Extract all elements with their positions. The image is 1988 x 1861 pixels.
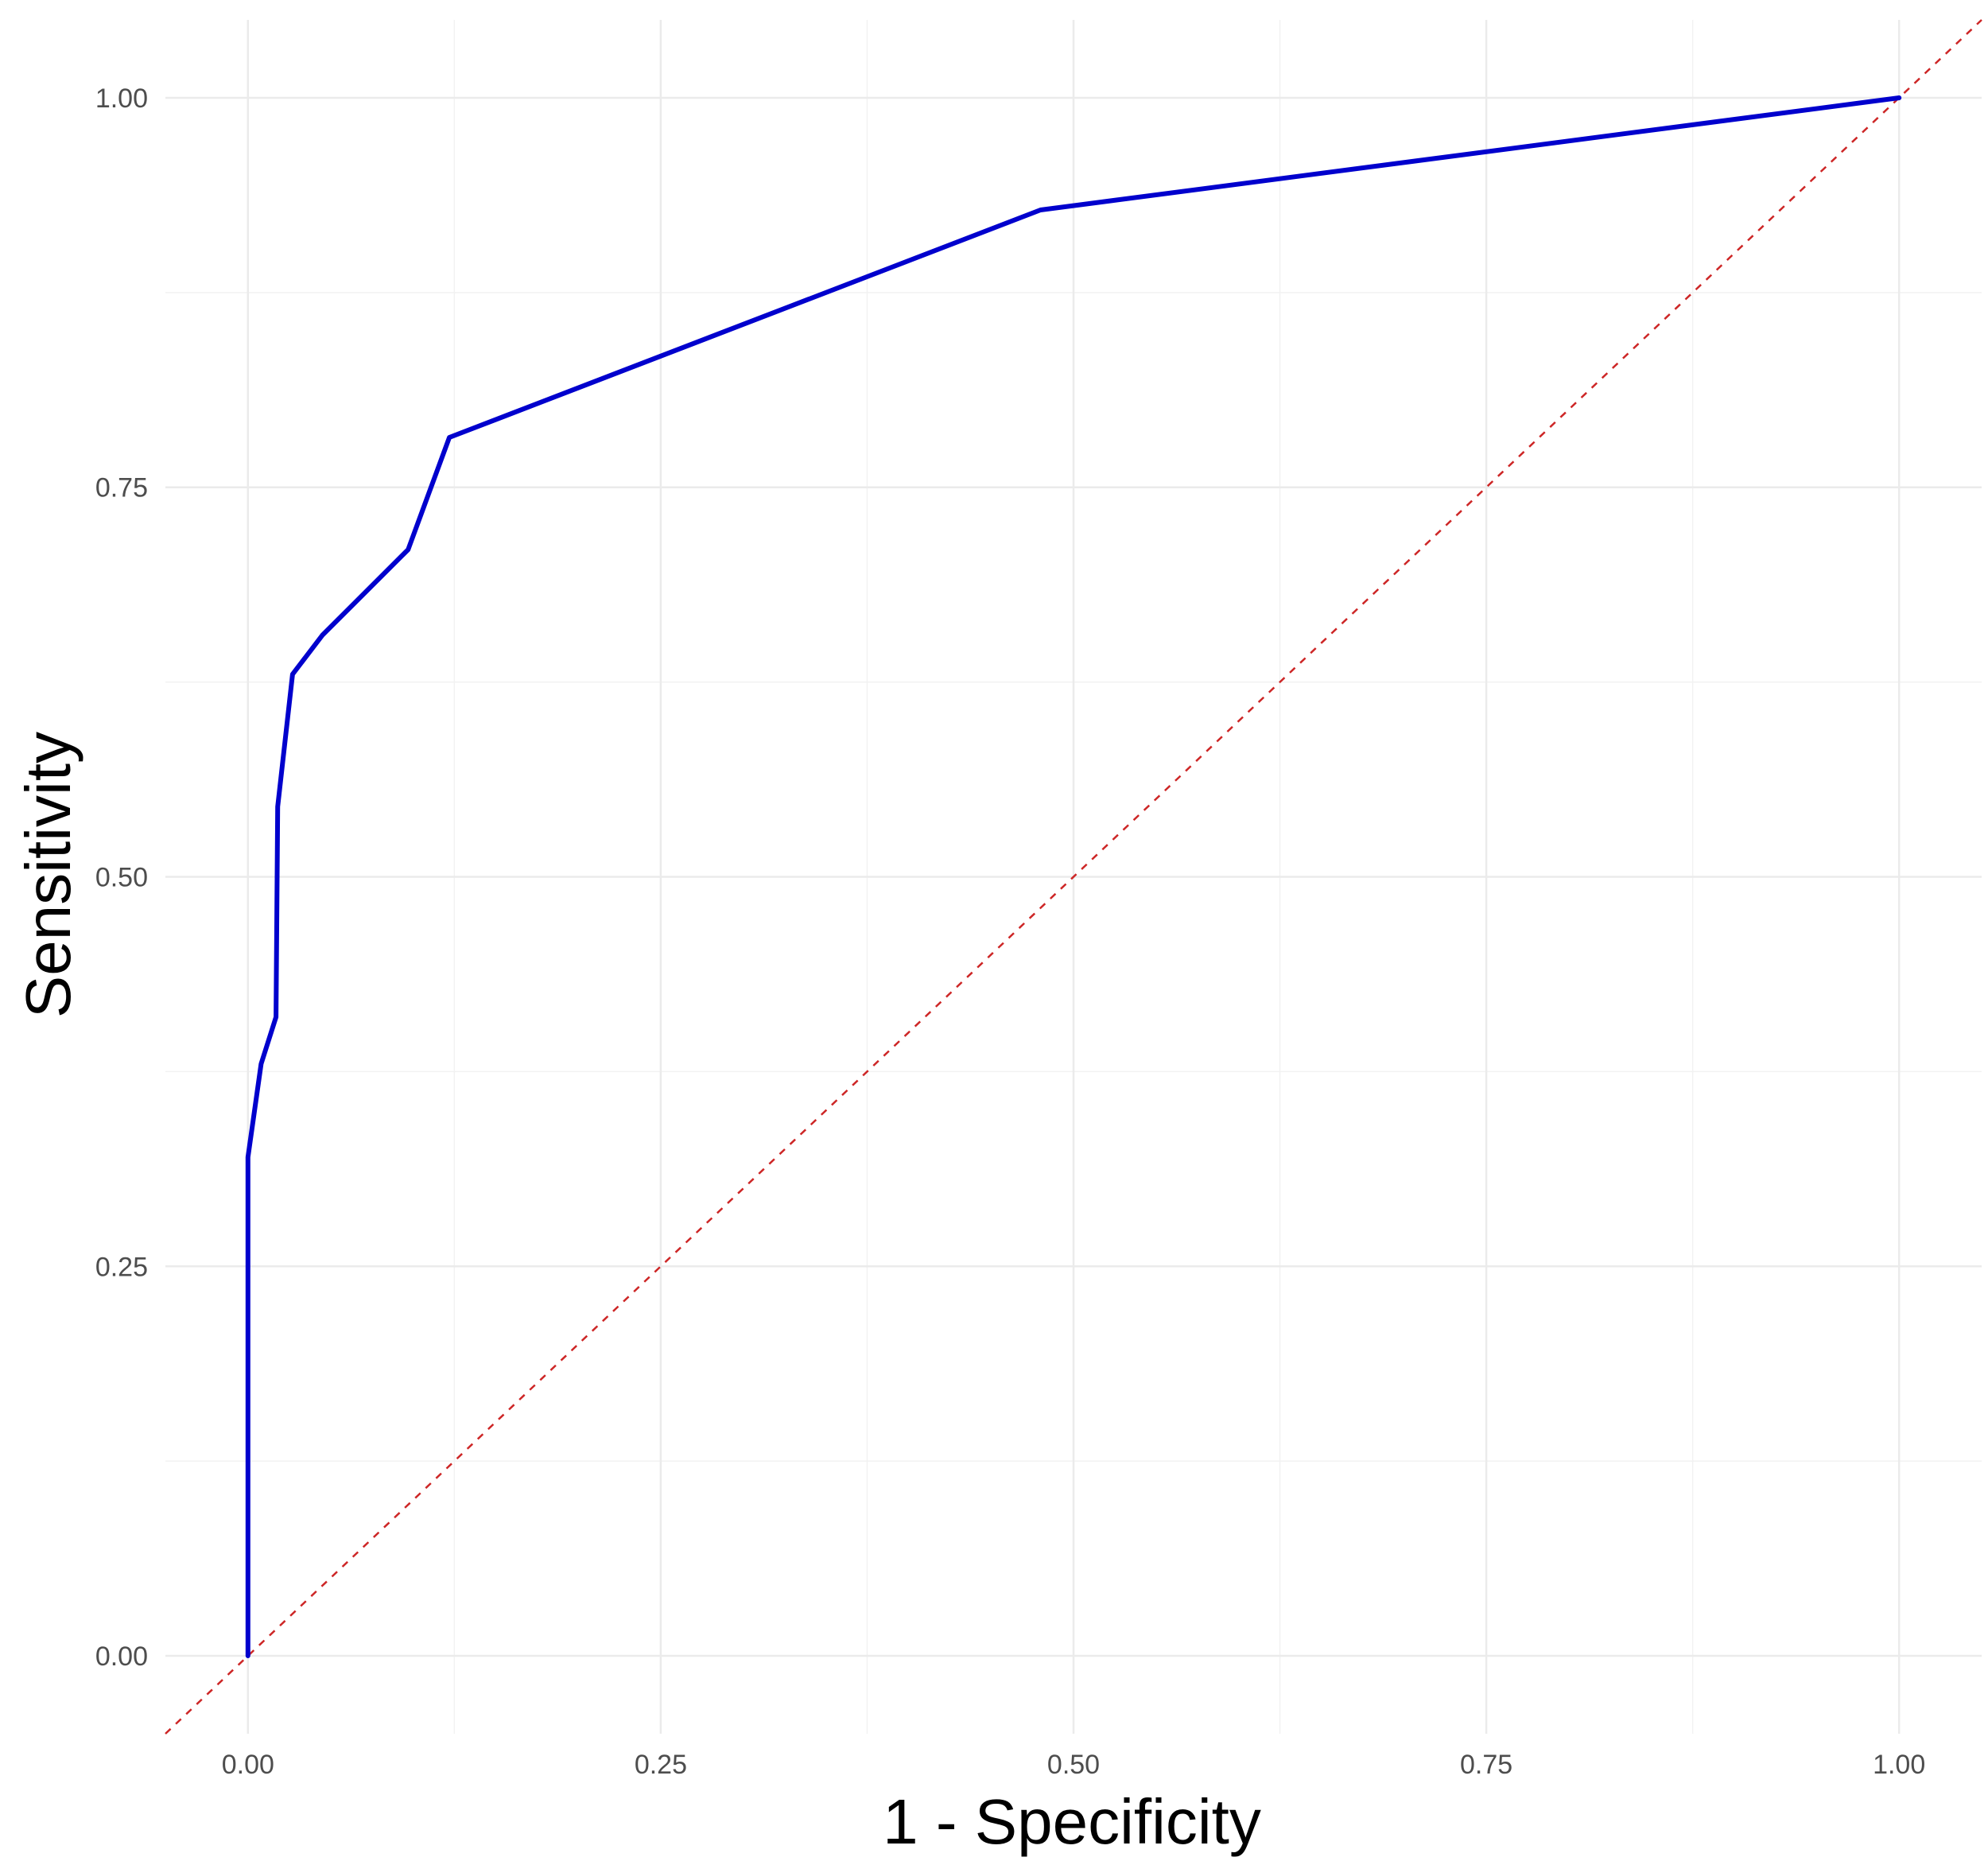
x-tick-label: 0.75 [1460, 1750, 1512, 1780]
grid [165, 20, 1982, 1734]
y-tick-label: 1.00 [95, 84, 148, 114]
y-axis-ticks: 0.00 0.25 0.50 0.75 1.00 [95, 84, 148, 1672]
y-tick-label: 0.25 [95, 1252, 148, 1282]
roc-curve-line [245, 95, 1902, 1658]
y-tick-label: 0.75 [95, 473, 148, 503]
y-tick-label: 0.50 [95, 863, 148, 893]
reference-diagonal-line [165, 19, 1982, 1735]
x-axis-title: 1 - Specificity [883, 1786, 1261, 1857]
y-axis-title: Sensitivity [13, 732, 83, 1018]
series-layer [165, 19, 1982, 1735]
x-tick-label: 0.00 [222, 1750, 274, 1780]
x-tick-label: 0.50 [1047, 1750, 1100, 1780]
y-tick-label: 0.00 [95, 1641, 148, 1672]
x-axis-ticks: 0.00 0.25 0.50 0.75 1.00 [222, 1750, 1926, 1780]
x-tick-label: 1.00 [1873, 1750, 1925, 1780]
x-tick-label: 0.25 [635, 1750, 687, 1780]
